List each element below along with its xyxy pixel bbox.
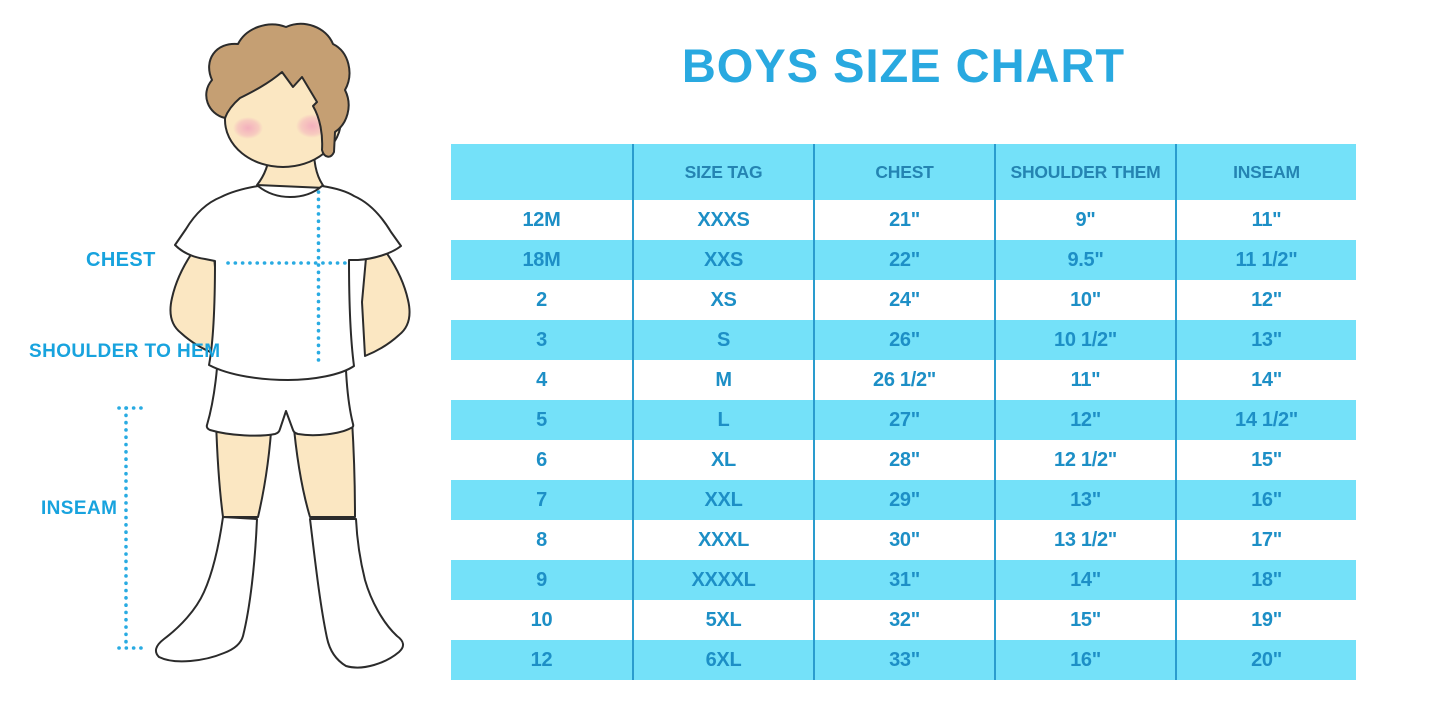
table-cell: 9.5" bbox=[994, 240, 1175, 280]
table-cell: 24" bbox=[813, 280, 994, 320]
boy-left-arm bbox=[169, 241, 219, 355]
boy-figure-illustration bbox=[117, 22, 411, 669]
table-cell: XXL bbox=[632, 480, 813, 520]
table-row: 5 L 27" 12" 14 1/2" bbox=[451, 400, 1356, 440]
header-cell: SIZE TAG bbox=[632, 144, 813, 200]
header-cell: INSEAM bbox=[1175, 144, 1356, 200]
table-cell: 11" bbox=[1175, 200, 1356, 240]
boy-left-knee bbox=[215, 417, 273, 518]
table-cell: 28" bbox=[813, 440, 994, 480]
table-cell: 12M bbox=[522, 208, 561, 231]
header-cell: SHOULDER THEM bbox=[994, 144, 1175, 200]
table-cell: 33" bbox=[813, 640, 994, 680]
table-cell: 6XL bbox=[632, 640, 813, 680]
table-cell: XXXXL bbox=[632, 560, 813, 600]
table-header-row: SIZE TAG CHEST SHOULDER THEM INSEAM bbox=[451, 144, 1356, 200]
table-cell: 12" bbox=[994, 400, 1175, 440]
table-cell: 12 1/2" bbox=[994, 440, 1175, 480]
table-cell: 26 1/2" bbox=[813, 360, 994, 400]
table-row: 12 6XL 33" 16" 20" bbox=[451, 640, 1356, 680]
table-cell: 22" bbox=[813, 240, 994, 280]
boy-hair bbox=[205, 22, 351, 158]
table-cell: 31" bbox=[813, 560, 994, 600]
table-row: 2 XS 24" 10" 12" bbox=[451, 280, 1356, 320]
page-title: BOYS SIZE CHART bbox=[681, 39, 1126, 92]
table-cell: 5 bbox=[536, 408, 547, 431]
table-cell: 16" bbox=[1175, 480, 1356, 520]
table-cell: 12" bbox=[1175, 280, 1356, 320]
table-row: 8 XXXL 30" 13 1/2" 17" bbox=[451, 520, 1356, 560]
table-cell: 13" bbox=[994, 480, 1175, 520]
table-row: 6 XL 28" 12 1/2" 15" bbox=[451, 440, 1356, 480]
table-cell: 13 1/2" bbox=[994, 520, 1175, 560]
boy-right-sock bbox=[309, 518, 404, 669]
table-cell: 9 bbox=[536, 568, 547, 591]
boy-right-arm bbox=[361, 243, 411, 357]
boy-tshirt bbox=[174, 185, 402, 381]
table-cell: 4 bbox=[536, 368, 547, 391]
table-cell: 16" bbox=[994, 640, 1175, 680]
table-cell: 30" bbox=[813, 520, 994, 560]
table-row: 9 XXXXL 31" 14" 18" bbox=[451, 560, 1356, 600]
table-cell: 12 bbox=[530, 648, 553, 671]
table-cell: L bbox=[632, 400, 813, 440]
chest-measure-label: CHEST bbox=[86, 249, 156, 271]
table-cell: 29" bbox=[813, 480, 994, 520]
table-cell: XXXS bbox=[632, 200, 813, 240]
table-cell: S bbox=[632, 320, 813, 360]
table-cell: 14" bbox=[1175, 360, 1356, 400]
table-cell: 18" bbox=[1175, 560, 1356, 600]
table-cell: 7 bbox=[536, 488, 547, 511]
table-cell: 14" bbox=[994, 560, 1175, 600]
table-cell: 10" bbox=[994, 280, 1175, 320]
table-cell: M bbox=[632, 360, 813, 400]
table-cell: 11" bbox=[994, 360, 1175, 400]
table-cell: 19" bbox=[1175, 600, 1356, 640]
table-cell: 10 bbox=[530, 608, 553, 631]
boy-shorts bbox=[205, 367, 355, 437]
table-cell: 32" bbox=[813, 600, 994, 640]
table-row: 7 XXL 29" 13" 16" bbox=[451, 480, 1356, 520]
table-row: 4 M 26 1/2" 11" 14" bbox=[451, 360, 1356, 400]
table-cell: 2 bbox=[536, 288, 547, 311]
boy-right-knee bbox=[292, 417, 356, 518]
table-row: 3 S 26" 10 1/2" 13" bbox=[451, 320, 1356, 360]
table-cell: 10 1/2" bbox=[994, 320, 1175, 360]
table-cell: 8 bbox=[536, 528, 547, 551]
table-cell: 6 bbox=[536, 448, 547, 471]
table-cell: XXS bbox=[632, 240, 813, 280]
header-cell: CHEST bbox=[813, 144, 994, 200]
table-cell: 11 1/2" bbox=[1175, 240, 1356, 280]
table-row: 18M XXS 22" 9.5" 11 1/2" bbox=[451, 240, 1356, 280]
table-cell: 14 1/2" bbox=[1175, 400, 1356, 440]
table-cell: 17" bbox=[1175, 520, 1356, 560]
header-cell bbox=[451, 144, 632, 200]
boy-left-sock bbox=[154, 516, 258, 663]
table-cell: XL bbox=[632, 440, 813, 480]
size-table: SIZE TAG CHEST SHOULDER THEM INSEAM 12M XXXS 2… bbox=[451, 144, 1356, 680]
table-cell: 13" bbox=[1175, 320, 1356, 360]
inseam-measure-label: INSEAM bbox=[41, 498, 118, 519]
table-cell: 5XL bbox=[632, 600, 813, 640]
table-cell: 3 bbox=[536, 328, 547, 351]
table-cell: 21" bbox=[813, 200, 994, 240]
table-cell: 26" bbox=[813, 320, 994, 360]
table-cell: 15" bbox=[994, 600, 1175, 640]
table-cell: 20" bbox=[1175, 640, 1356, 680]
shoulder-to-hem-measure-label: SHOULDER TO HEM bbox=[29, 341, 221, 362]
table-cell: XS bbox=[632, 280, 813, 320]
table-cell: 15" bbox=[1175, 440, 1356, 480]
table-cell: 27" bbox=[813, 400, 994, 440]
table-cell: 18M bbox=[522, 248, 561, 271]
table-cell: XXXL bbox=[632, 520, 813, 560]
table-row: 10 5XL 32" 15" 19" bbox=[451, 600, 1356, 640]
table-cell: 9" bbox=[994, 200, 1175, 240]
boy-left-blush bbox=[233, 117, 263, 139]
table-row: 12M XXXS 21" 9" 11" bbox=[451, 200, 1356, 240]
